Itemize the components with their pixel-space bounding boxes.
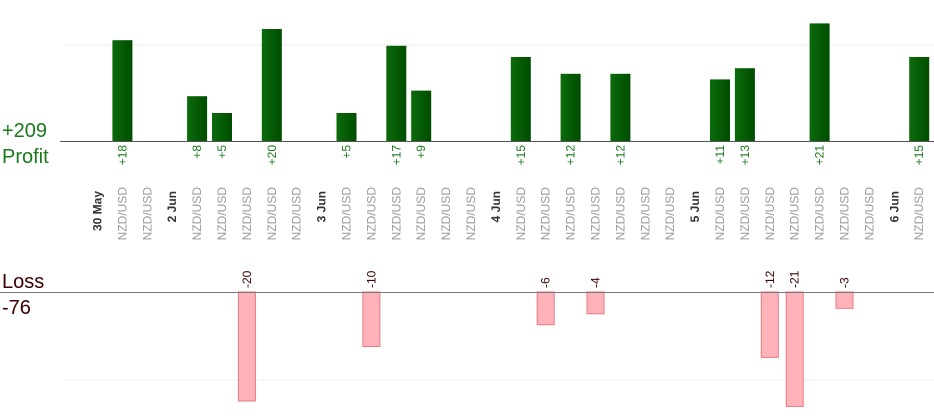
loss-value-label: -21 xyxy=(788,270,802,288)
loss-bar xyxy=(536,291,555,326)
pair-label: NZD/USD xyxy=(190,187,204,241)
pair-label: NZD/USD xyxy=(763,187,777,241)
loss-bar xyxy=(586,291,605,315)
profit-value-label: +17 xyxy=(389,145,403,166)
pair-label: NZD/USD xyxy=(788,187,802,241)
pair-label: NZD/USD xyxy=(215,187,229,241)
pair-label: NZD/USD xyxy=(912,187,926,241)
profit-total: +209 xyxy=(2,120,47,142)
date-label: 3 Jun xyxy=(315,191,329,222)
profit-bar xyxy=(734,68,755,141)
labels-layer: 30 May NZD/USD +18 NZD/USD 2 Jun NZD/USD +8 NZD… xyxy=(91,145,927,288)
loss-value-label: -20 xyxy=(240,270,254,288)
pair-label: NZD/USD xyxy=(589,187,603,241)
pair-label: NZD/USD xyxy=(838,187,852,241)
profit-bar xyxy=(510,57,531,141)
loss-bar xyxy=(362,291,381,347)
profit-value-label: +13 xyxy=(738,145,752,166)
pair-label: NZD/USD xyxy=(713,187,727,241)
pair-label: NZD/USD xyxy=(265,187,279,241)
profit-value-label: +20 xyxy=(265,145,279,166)
loss-value-label: -3 xyxy=(838,277,852,288)
profit-value-label: +15 xyxy=(514,145,528,166)
loss-total: -76 xyxy=(2,297,31,319)
loss-value-label: -6 xyxy=(539,277,553,288)
pair-label: NZD/USD xyxy=(514,187,528,241)
profit-value-label: +11 xyxy=(713,145,727,165)
pair-label: NZD/USD xyxy=(414,187,428,241)
profit-value-label: +21 xyxy=(813,145,827,166)
profit-bar xyxy=(809,23,830,141)
profit-value-label: +15 xyxy=(912,145,926,166)
profit-value-label: +12 xyxy=(613,145,627,166)
profit-value-label: +9 xyxy=(414,145,428,159)
pair-label: NZD/USD xyxy=(240,187,254,241)
pair-label: NZD/USD xyxy=(389,187,403,241)
profit-value-label: +5 xyxy=(340,145,354,159)
bars-layer xyxy=(112,23,930,407)
loss-value-label: -12 xyxy=(763,270,777,288)
pair-label: NZD/USD xyxy=(564,187,578,241)
pair-label: NZD/USD xyxy=(663,187,677,241)
loss-bar xyxy=(237,291,256,402)
profit-bar xyxy=(909,57,930,141)
profit-bar xyxy=(336,113,357,141)
loss-bar xyxy=(835,291,854,309)
profit-value-label: +8 xyxy=(190,145,204,159)
loss-value-label: -10 xyxy=(364,270,378,288)
profit-value-label: +12 xyxy=(564,145,578,166)
date-label: 5 Jun xyxy=(688,191,702,222)
pair-label: NZD/USD xyxy=(340,187,354,241)
profit-bar xyxy=(261,29,282,141)
profit-bar xyxy=(710,79,730,141)
pair-label: NZD/USD xyxy=(464,187,478,241)
profit-label: Profit xyxy=(2,146,49,168)
date-label: 4 Jun xyxy=(489,191,503,222)
date-label: 2 Jun xyxy=(165,191,179,222)
loss-value-label: -4 xyxy=(589,277,603,288)
profit-value-label: +5 xyxy=(215,145,229,159)
profit-bar xyxy=(560,73,581,141)
profit-bar xyxy=(187,96,208,141)
pair-label: NZD/USD xyxy=(140,187,154,241)
profit-bar xyxy=(411,90,432,141)
profit-value-label: +18 xyxy=(115,145,129,166)
profit-bar xyxy=(212,113,232,141)
pair-label: NZD/USD xyxy=(115,187,129,241)
profit-bar xyxy=(610,73,631,141)
pair-label: NZD/USD xyxy=(539,187,553,241)
pair-label: NZD/USD xyxy=(813,187,827,241)
pair-label: NZD/USD xyxy=(439,187,453,241)
loss-bar xyxy=(760,291,779,358)
pair-label: NZD/USD xyxy=(862,187,876,241)
profit-bar xyxy=(112,40,133,142)
profit-bar xyxy=(386,45,407,141)
pair-label: NZD/USD xyxy=(290,187,304,241)
loss-bar xyxy=(785,291,804,407)
pair-label: NZD/USD xyxy=(738,187,752,241)
date-label: 6 Jun xyxy=(887,191,901,222)
loss-label: Loss xyxy=(2,271,44,293)
pair-label: NZD/USD xyxy=(638,187,652,241)
pair-label: NZD/USD xyxy=(613,187,627,241)
date-label: 30 May xyxy=(91,191,105,231)
pair-label: NZD/USD xyxy=(364,187,378,241)
